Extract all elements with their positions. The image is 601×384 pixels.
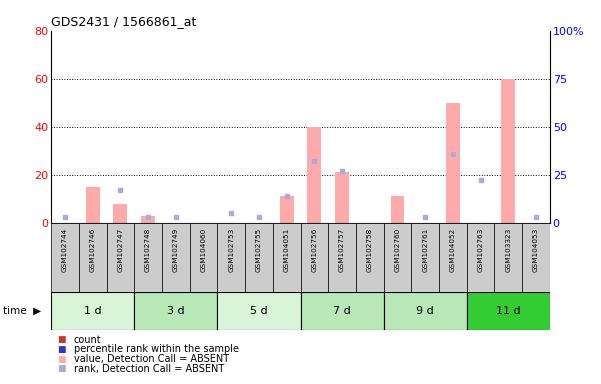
Bar: [467, 292, 550, 330]
Bar: [308, 127, 322, 223]
Text: rank, Detection Call = ABSENT: rank, Detection Call = ABSENT: [74, 364, 224, 374]
Text: GSM102761: GSM102761: [423, 228, 428, 273]
Text: ■: ■: [57, 335, 66, 344]
Bar: [383, 292, 467, 330]
Text: GSM102753: GSM102753: [228, 228, 234, 273]
Bar: [501, 79, 515, 223]
Text: GSM102763: GSM102763: [478, 228, 484, 273]
Bar: [522, 223, 550, 292]
Bar: [411, 223, 439, 292]
Bar: [106, 223, 134, 292]
Bar: [391, 196, 404, 223]
Text: GSM102755: GSM102755: [256, 228, 262, 273]
Bar: [446, 103, 460, 223]
Bar: [300, 292, 383, 330]
Text: GSM102747: GSM102747: [117, 228, 123, 273]
Text: GSM102748: GSM102748: [145, 228, 151, 273]
Bar: [190, 223, 218, 292]
Text: ■: ■: [57, 364, 66, 373]
Bar: [162, 223, 190, 292]
Text: GDS2431 / 1566861_at: GDS2431 / 1566861_at: [51, 15, 197, 28]
Bar: [141, 215, 155, 223]
Bar: [439, 223, 467, 292]
Text: 3 d: 3 d: [167, 306, 185, 316]
Text: GSM102758: GSM102758: [367, 228, 373, 273]
Text: ■: ■: [57, 345, 66, 354]
Bar: [218, 223, 245, 292]
Bar: [218, 292, 300, 330]
Text: 9 d: 9 d: [416, 306, 434, 316]
Bar: [356, 223, 383, 292]
Bar: [300, 223, 328, 292]
Bar: [51, 223, 79, 292]
Text: GSM102757: GSM102757: [339, 228, 345, 273]
Bar: [134, 223, 162, 292]
Text: ■: ■: [57, 354, 66, 364]
Text: GSM104053: GSM104053: [533, 228, 539, 273]
Text: GSM102746: GSM102746: [90, 228, 96, 273]
Text: count: count: [74, 335, 102, 345]
Text: GSM102760: GSM102760: [394, 228, 400, 273]
Text: 11 d: 11 d: [496, 306, 520, 316]
Bar: [383, 223, 411, 292]
Text: value, Detection Call = ABSENT: value, Detection Call = ABSENT: [74, 354, 229, 364]
Text: percentile rank within the sample: percentile rank within the sample: [74, 344, 239, 354]
Bar: [495, 223, 522, 292]
Bar: [335, 172, 349, 223]
Bar: [273, 223, 300, 292]
Bar: [86, 187, 100, 223]
Text: GSM102756: GSM102756: [311, 228, 317, 273]
Bar: [467, 223, 495, 292]
Bar: [114, 204, 127, 223]
Bar: [279, 196, 293, 223]
Bar: [51, 292, 134, 330]
Text: GSM104051: GSM104051: [284, 228, 290, 273]
Text: GSM104060: GSM104060: [201, 228, 207, 273]
Text: GSM103323: GSM103323: [505, 228, 511, 273]
Text: GSM102749: GSM102749: [173, 228, 178, 273]
Text: GSM102744: GSM102744: [62, 228, 68, 273]
Bar: [245, 223, 273, 292]
Bar: [134, 292, 218, 330]
Text: 5 d: 5 d: [250, 306, 267, 316]
Text: time  ▶: time ▶: [3, 306, 41, 316]
Bar: [328, 223, 356, 292]
Text: 7 d: 7 d: [333, 306, 351, 316]
Text: GSM104052: GSM104052: [450, 228, 456, 273]
Text: 1 d: 1 d: [84, 306, 102, 316]
Bar: [79, 223, 106, 292]
